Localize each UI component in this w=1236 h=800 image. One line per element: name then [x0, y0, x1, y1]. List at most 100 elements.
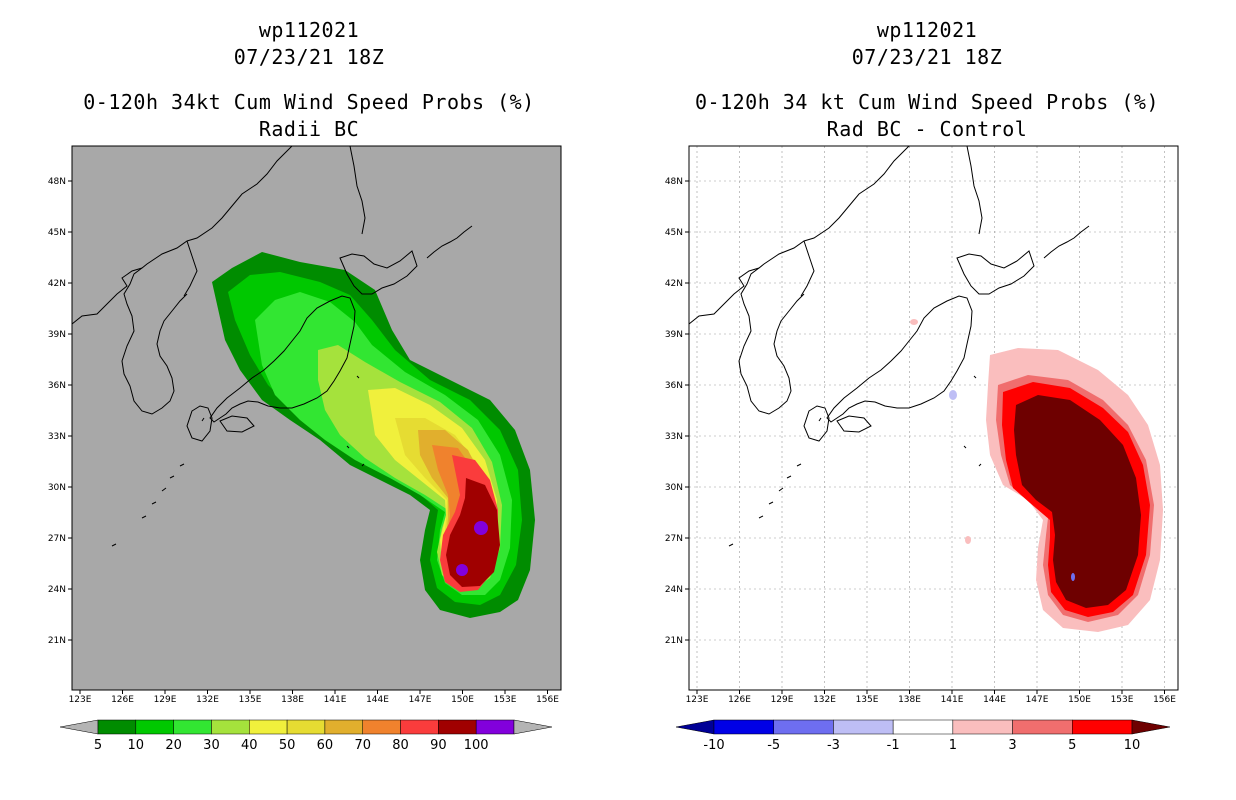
colorbar-swatch [400, 719, 439, 735]
lat-tick-label: 21N [665, 636, 683, 646]
coastline-segment [209, 295, 356, 423]
coastline-segment [803, 405, 830, 442]
colorbar-label: 100 [464, 738, 489, 753]
left-coastlines [72, 146, 473, 547]
colorbar-swatch [713, 719, 774, 735]
colorbar-label: 40 [241, 738, 258, 753]
swath-90-percent [446, 478, 500, 587]
lon-tick-label: 144E [366, 695, 389, 705]
swath-100-percent-north [474, 521, 488, 535]
lon-tick-label: 135E [856, 695, 879, 705]
right-difference-shading [910, 319, 1163, 632]
diff-small-negative [949, 390, 957, 400]
colorbar-label: 90 [430, 738, 447, 753]
left-panel: wp112021 07/23/21 18Z 0-120h 34kt Cum Wi… [48, 18, 562, 753]
colorbar-below-triangle [675, 719, 715, 735]
right-map-frame [688, 145, 1179, 691]
right-colorbar: -10 -5 -3 -1 1 3 5 10 [675, 719, 1171, 753]
coastline-segment [738, 267, 805, 415]
colorbar-swatch [833, 719, 894, 735]
lat-tick-label: 27N [48, 534, 66, 544]
lat-tick-label: 27N [665, 534, 683, 544]
coastline-segment [1043, 225, 1090, 259]
coastline-segment [426, 225, 473, 259]
left-title-storm-id: wp112021 [258, 18, 360, 42]
colorbar-swatch [362, 719, 401, 735]
lon-tick-label: 126E [728, 695, 751, 705]
colorbar-swatch [475, 719, 515, 735]
colorbar-label: 5 [94, 738, 102, 753]
colorbar-label: 60 [317, 738, 334, 753]
lon-tick-label: 153E [494, 695, 517, 705]
left-probability-shading [212, 252, 535, 618]
colorbar-label: 10 [128, 738, 145, 753]
right-title-product: 0-120h 34 kt Cum Wind Speed Probs (%) [694, 90, 1160, 114]
diff-center-minimum [1071, 573, 1075, 581]
colorbar-swatch [135, 719, 174, 735]
lon-tick-label: 129E [771, 695, 794, 705]
coastline-segment [111, 463, 185, 547]
colorbar-label: -3 [827, 738, 840, 753]
left-title-datetime: 07/23/21 18Z [233, 45, 385, 69]
lat-tick-label: 30N [48, 483, 66, 493]
lon-tick-label: 132E [196, 695, 219, 705]
coastline-segment [836, 415, 872, 433]
colorbar-swatch [211, 719, 250, 735]
colorbar-swatch [286, 719, 326, 735]
left-colorbar: 5 10 20 30 40 50 60 70 80 90 100 [59, 719, 553, 753]
diff-small-positive-north [910, 319, 918, 325]
coastline-segment [826, 295, 973, 423]
colorbar-swatch [249, 719, 288, 735]
coastline-segment [186, 405, 213, 442]
colorbar-label: 5 [1068, 738, 1076, 753]
colorbar-swatch [324, 719, 363, 735]
coastline-segment [800, 240, 815, 297]
lon-tick-label: 141E [324, 695, 347, 705]
lat-tick-label: 33N [665, 432, 683, 442]
coastline-segment [966, 146, 983, 235]
right-title-subtitle: Rad BC - Control [826, 117, 1028, 141]
colorbar-label: -5 [767, 738, 780, 753]
coastline-segment [818, 375, 982, 467]
lon-tick-label: 156E [1153, 695, 1176, 705]
right-coastlines [689, 146, 1090, 547]
coastline-segment [349, 146, 366, 235]
colorbar-label: 50 [279, 738, 296, 753]
colorbar-label: 1 [949, 738, 957, 753]
colorbar-swatch [952, 719, 1013, 735]
coastline-segment [219, 415, 255, 433]
left-title-product: 0-120h 34kt Cum Wind Speed Probs (%) [83, 90, 535, 114]
lon-tick-label: 153E [1111, 695, 1134, 705]
lat-tick-label: 24N [48, 585, 66, 595]
lon-tick-label: 150E [451, 695, 474, 705]
lon-tick-label: 129E [154, 695, 177, 705]
coastline-segment [689, 146, 910, 325]
left-map-frame [71, 145, 562, 691]
lon-tick-label: 123E [69, 695, 92, 705]
colorbar-label: -10 [703, 738, 724, 753]
colorbar-swatch [892, 719, 954, 735]
lat-tick-label: 42N [48, 279, 66, 289]
lat-tick-label: 45N [48, 228, 66, 238]
colorbar-above-triangle [1131, 719, 1171, 735]
lon-tick-label: 123E [686, 695, 709, 705]
lat-tick-label: 42N [665, 279, 683, 289]
colorbar-swatch [773, 719, 834, 735]
colorbar-label: 10 [1124, 738, 1141, 753]
lon-tick-label: 126E [111, 695, 134, 705]
colorbar-swatch [97, 719, 137, 735]
lat-tick-label: 48N [48, 177, 66, 187]
swath-100-percent-south [456, 564, 468, 576]
colorbar-swatch [1012, 719, 1073, 735]
left-title-subtitle: Radii BC [258, 117, 360, 141]
coastline-segment [728, 463, 802, 547]
colorbar-label: 3 [1008, 738, 1016, 753]
right-title-storm-id: wp112021 [876, 18, 978, 42]
coastline-segment [956, 250, 1035, 295]
lat-tick-label: 21N [48, 636, 66, 646]
lon-tick-label: 132E [813, 695, 836, 705]
diff-above-10 [1014, 395, 1141, 608]
lon-tick-label: 138E [281, 695, 304, 705]
right-map-figure: 48N 45N 42N 39N 36N 33N 30N 27N 24N 21N 123E 126E 12… [665, 145, 1179, 753]
colorbar-label: 30 [203, 738, 220, 753]
